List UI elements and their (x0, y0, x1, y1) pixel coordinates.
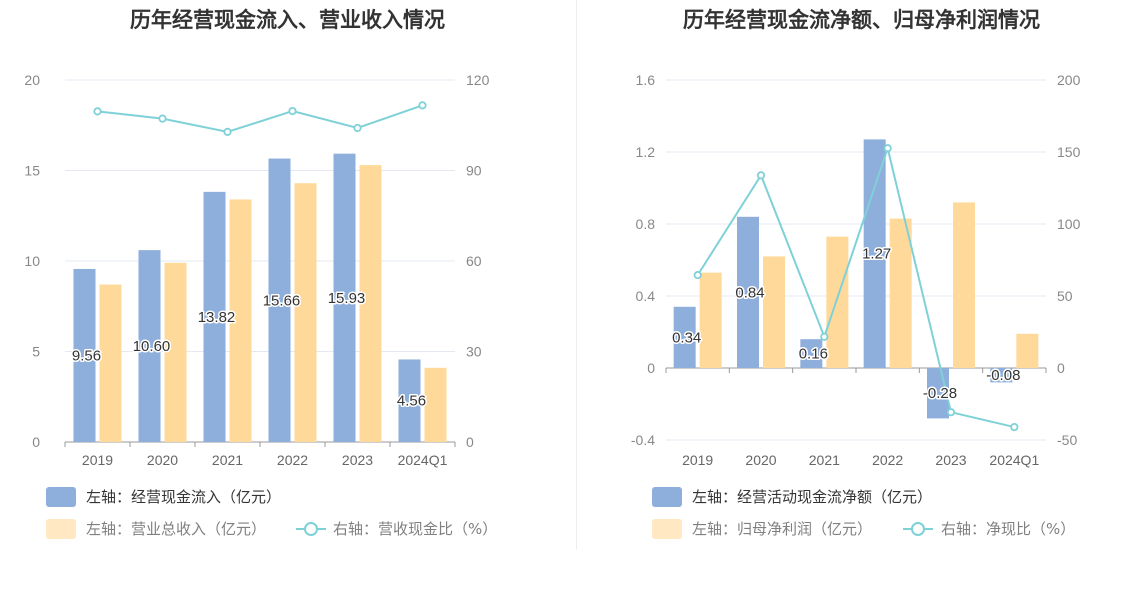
bar-primary (863, 139, 886, 368)
bar-secondary (826, 236, 849, 368)
bar-data-label: 15.66 (263, 292, 301, 309)
left-axis-tick: 0 (647, 360, 655, 376)
bar-primary (73, 268, 96, 442)
bar-data-label: 4.56 (397, 393, 426, 410)
left-axis-tick: 5 (32, 344, 40, 360)
right-axis-tick: 0 (1057, 360, 1065, 376)
legend-label-secondary: 左轴：归母净利润（亿元） (692, 520, 872, 538)
bar-primary (990, 368, 1013, 383)
bar-data-label: 13.82 (198, 309, 236, 326)
x-axis-tick: 2022 (277, 452, 308, 468)
ratio-point (353, 123, 362, 133)
x-axis-tick: 2021 (809, 452, 840, 468)
bar-data-label: 0.34 (672, 329, 701, 346)
bar-data-label: 0.16 (799, 346, 828, 363)
left-axis-tick: 10 (24, 253, 40, 269)
bar-secondary (294, 183, 317, 443)
right-axis-tick: 0 (466, 434, 474, 450)
bar-data-label: 10.60 (133, 338, 171, 355)
legend-swatch-primary (652, 487, 682, 507)
left-axis-tick: 15 (24, 163, 40, 179)
left-axis-tick: 0 (32, 434, 40, 450)
bar-primary (203, 191, 226, 442)
ratio-line (97, 104, 423, 133)
right-axis-tick: 200 (1057, 72, 1081, 88)
x-axis-tick: 2020 (745, 452, 776, 468)
bar-primary (333, 153, 356, 443)
bar-primary (398, 359, 421, 442)
bar-primary (138, 250, 161, 442)
ratio-point (693, 271, 702, 280)
x-axis-tick: 2024Q1 (398, 452, 448, 468)
right-axis-tick: -50 (1057, 432, 1077, 448)
right-axis-tick: 120 (466, 72, 490, 88)
right-axis-tick: 150 (1057, 144, 1081, 160)
bar-secondary (164, 262, 187, 442)
x-axis-tick: 2023 (935, 452, 966, 468)
left-axis-tick: 0.4 (636, 288, 656, 304)
ratio-point (1010, 422, 1019, 432)
ratio-point (820, 332, 829, 341)
ratio-point (756, 171, 766, 180)
bar-secondary (763, 256, 785, 368)
panel-divider (576, 0, 577, 550)
left-axis-tick: 0.8 (636, 216, 656, 232)
legend-label-line: 右轴：营收现金比（%） (333, 520, 497, 538)
x-axis-tick: 2019 (82, 452, 113, 468)
chart-title-right: 历年经营现金流净额、归母净利润情况 (683, 8, 1040, 32)
legend-label-primary: 左轴：经营活动现金流净额（亿元） (692, 488, 932, 506)
bar-data-label: 9.56 (72, 347, 101, 364)
bar-secondary (359, 165, 382, 442)
left-axis-tick: 1.6 (636, 72, 656, 88)
ratio-point (93, 107, 102, 116)
ratio-point (158, 114, 167, 123)
legend-line-marker (911, 522, 925, 536)
right-axis-tick: 100 (1057, 216, 1081, 232)
ratio-point (418, 101, 427, 110)
ratio-point (288, 106, 297, 116)
ratio-point (946, 408, 956, 417)
legend-line-marker (304, 522, 318, 536)
bar-secondary (889, 218, 912, 368)
bar-primary (673, 306, 696, 368)
bar-data-label: 0.84 (735, 284, 764, 301)
x-axis-tick: 2021 (212, 452, 243, 468)
bar-data-label: 1.27 (862, 246, 891, 263)
left-axis-tick: 1.2 (636, 144, 656, 160)
x-axis-tick: 2024Q1 (989, 452, 1039, 468)
right-axis-tick: 30 (466, 344, 482, 360)
bar-secondary (953, 202, 975, 368)
legend-label-line: 右轴：净现比（%） (941, 520, 1075, 538)
ratio-point (223, 127, 232, 136)
x-axis-tick: 2019 (682, 452, 713, 468)
bar-primary (268, 158, 291, 442)
legend-swatch-secondary (652, 519, 682, 539)
ratio-point (883, 144, 892, 153)
right-axis-tick: 50 (1057, 288, 1073, 304)
bar-data-label: -0.28 (923, 385, 957, 402)
bar-secondary (699, 272, 722, 368)
bar-primary (737, 216, 759, 368)
x-axis-tick: 2020 (147, 452, 178, 468)
bar-secondary (424, 367, 447, 442)
legend-label-secondary: 左轴：营业总收入（亿元） (86, 520, 266, 538)
bar-secondary (229, 199, 252, 442)
legend-swatch-primary (46, 487, 76, 507)
left-axis-tick: -0.4 (631, 432, 655, 448)
x-axis-tick: 2023 (342, 452, 373, 468)
ratio-line (696, 144, 1015, 429)
left-axis-tick: 20 (24, 72, 40, 88)
legend-label-primary: 左轴：经营现金流入（亿元） (86, 488, 281, 506)
bar-data-label: 15.93 (328, 290, 366, 307)
right-axis-tick: 60 (466, 253, 482, 269)
bar-secondary (1016, 333, 1039, 368)
bar-data-label: -0.08 (986, 367, 1020, 384)
chart-title-left: 历年经营现金流入、营业收入情况 (130, 8, 445, 32)
bar-secondary (99, 284, 122, 442)
legend-swatch-secondary (46, 519, 76, 539)
right-axis-tick: 90 (466, 163, 482, 179)
bar-primary (800, 339, 823, 368)
x-axis-tick: 2022 (872, 452, 903, 468)
